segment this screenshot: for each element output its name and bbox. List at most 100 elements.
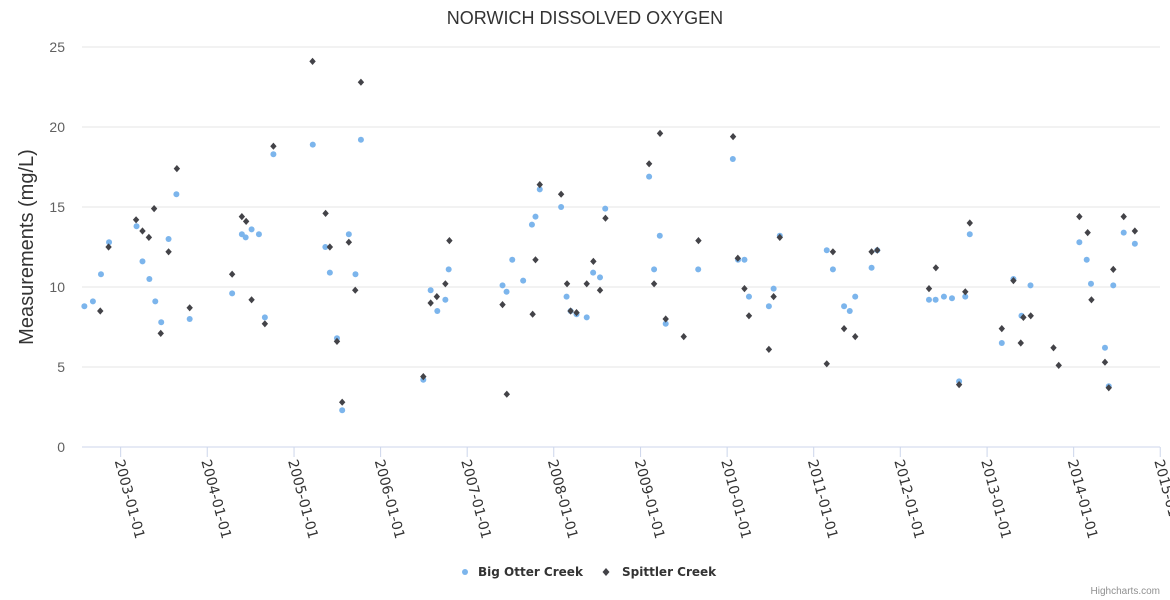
data-point[interactable] xyxy=(228,270,236,278)
data-point[interactable] xyxy=(662,315,669,323)
data-point[interactable] xyxy=(499,301,506,309)
data-point[interactable] xyxy=(583,280,590,288)
data-point[interactable] xyxy=(596,286,604,294)
data-point[interactable] xyxy=(509,256,516,263)
data-point[interactable] xyxy=(1110,265,1117,273)
data-point[interactable] xyxy=(925,285,933,293)
data-point[interactable] xyxy=(1076,213,1083,221)
data-point[interactable] xyxy=(1120,229,1127,236)
data-point[interactable] xyxy=(1020,313,1027,321)
data-point[interactable] xyxy=(823,360,830,368)
data-point[interactable] xyxy=(270,142,277,150)
data-point[interactable] xyxy=(734,254,742,262)
data-point[interactable] xyxy=(158,319,165,326)
data-point[interactable] xyxy=(503,390,510,398)
data-point[interactable] xyxy=(695,266,702,273)
data-point[interactable] xyxy=(248,296,255,304)
data-point[interactable] xyxy=(238,213,246,221)
data-point[interactable] xyxy=(536,186,543,193)
data-point[interactable] xyxy=(567,307,574,315)
data-point[interactable] xyxy=(261,320,269,328)
data-point[interactable] xyxy=(139,227,146,235)
data-point[interactable] xyxy=(868,264,875,271)
data-point[interactable] xyxy=(529,310,536,318)
data-point[interactable] xyxy=(165,248,172,256)
data-point[interactable] xyxy=(741,285,748,293)
data-point[interactable] xyxy=(97,271,104,278)
data-point[interactable] xyxy=(1101,344,1108,351)
data-point[interactable] xyxy=(998,340,1005,346)
data-point[interactable] xyxy=(741,256,748,263)
data-point[interactable] xyxy=(1050,344,1057,352)
data-point[interactable] xyxy=(1110,282,1117,289)
data-point[interactable] xyxy=(590,269,597,276)
data-point[interactable] xyxy=(145,233,153,241)
data-point[interactable] xyxy=(1088,296,1095,304)
data-point[interactable] xyxy=(345,231,352,238)
data-point[interactable] xyxy=(745,312,753,320)
data-point[interactable] xyxy=(557,190,565,198)
data-point[interactable] xyxy=(326,269,333,276)
data-point[interactable] xyxy=(925,296,932,303)
data-point[interactable] xyxy=(322,244,329,250)
data-point[interactable] xyxy=(427,287,434,294)
data-point[interactable] xyxy=(1120,213,1127,221)
data-point[interactable] xyxy=(352,271,359,278)
data-point[interactable] xyxy=(309,57,316,65)
data-point[interactable] xyxy=(602,214,609,222)
data-point[interactable] xyxy=(261,314,268,321)
data-point[interactable] xyxy=(695,237,702,245)
data-point[interactable] xyxy=(776,233,783,241)
data-point[interactable] xyxy=(1105,384,1112,392)
data-point[interactable] xyxy=(656,232,663,239)
data-point[interactable] xyxy=(442,280,449,288)
data-point[interactable] xyxy=(132,216,140,224)
data-point[interactable] xyxy=(1083,256,1090,263)
data-point[interactable] xyxy=(590,257,597,265)
data-point[interactable] xyxy=(322,209,329,217)
data-point[interactable] xyxy=(1017,339,1024,347)
data-point[interactable] xyxy=(173,191,180,198)
data-point[interactable] xyxy=(229,290,236,297)
data-point[interactable] xyxy=(583,314,590,321)
data-point[interactable] xyxy=(765,345,773,353)
data-point[interactable] xyxy=(186,304,193,312)
data-point[interactable] xyxy=(152,298,159,305)
data-point[interactable] xyxy=(133,223,140,230)
data-point[interactable] xyxy=(255,231,262,238)
data-point[interactable] xyxy=(563,293,570,300)
data-point[interactable] xyxy=(105,243,112,251)
data-point[interactable] xyxy=(662,320,669,327)
data-point[interactable] xyxy=(656,129,664,137)
data-point[interactable] xyxy=(1076,239,1083,246)
data-point[interactable] xyxy=(97,307,104,315)
data-point[interactable] xyxy=(536,181,543,189)
data-point[interactable] xyxy=(646,173,653,180)
data-point[interactable] xyxy=(345,238,353,246)
data-point[interactable] xyxy=(770,293,777,301)
data-point[interactable] xyxy=(1084,229,1091,237)
data-point[interactable] xyxy=(1101,358,1109,366)
data-point[interactable] xyxy=(270,151,277,158)
data-point[interactable] xyxy=(89,298,96,305)
data-point[interactable] xyxy=(563,280,571,288)
data-point[interactable] xyxy=(309,141,316,148)
data-point[interactable] xyxy=(852,293,859,300)
data-point[interactable] xyxy=(932,296,939,303)
data-point[interactable] xyxy=(186,316,193,322)
data-point[interactable] xyxy=(106,239,113,246)
data-point[interactable] xyxy=(150,205,158,213)
data-point[interactable] xyxy=(729,133,737,141)
data-point[interactable] xyxy=(846,308,853,314)
data-point[interactable] xyxy=(745,293,752,300)
data-point[interactable] xyxy=(528,221,535,228)
data-point[interactable] xyxy=(1131,240,1138,247)
data-point[interactable] xyxy=(998,325,1005,333)
data-point[interactable] xyxy=(841,303,848,310)
credits-link[interactable]: Highcharts.com xyxy=(1091,586,1160,597)
data-point[interactable] xyxy=(645,160,653,168)
data-point[interactable] xyxy=(573,309,580,317)
data-point[interactable] xyxy=(602,205,609,212)
data-point[interactable] xyxy=(433,293,441,301)
data-point[interactable] xyxy=(932,264,940,272)
